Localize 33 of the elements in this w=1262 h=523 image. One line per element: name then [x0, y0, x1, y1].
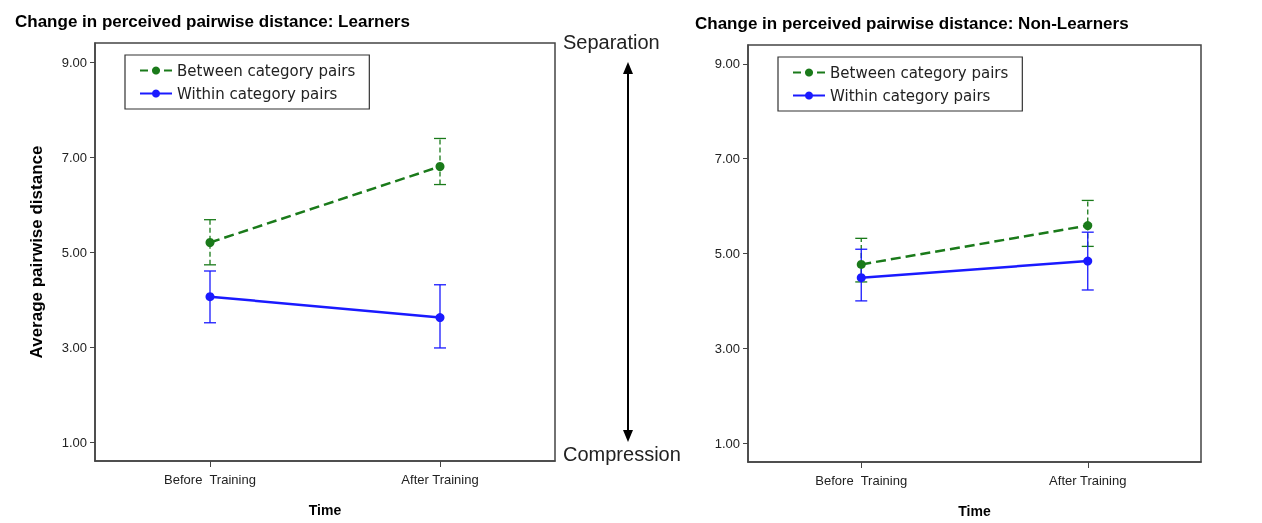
y-tick-label: 7.00 [714, 151, 740, 167]
y-tick-label: 5.00 [714, 246, 740, 261]
point [205, 238, 215, 247]
point [856, 259, 866, 269]
point [435, 162, 445, 171]
y-tick-label: 7.00 [61, 149, 87, 165]
x-tick-label: Before Training [164, 472, 256, 487]
point [856, 273, 866, 283]
point [1083, 221, 1093, 231]
x-axis-title: Time [308, 502, 342, 518]
y-tick-label: 9.00 [714, 56, 740, 72]
point [435, 313, 445, 323]
chart-title: Change in perceived pairwise distance: Non-Learners [695, 14, 1129, 33]
y-axis-title: Average pairwise distance [27, 145, 46, 359]
x-tick-label: After Training [401, 472, 479, 487]
y-tick-label: 3.00 [714, 340, 740, 356]
legend-label: Between category pairs [177, 61, 356, 80]
x-tick-label: Before Training [815, 473, 908, 488]
text: Compression [563, 443, 681, 465]
point [1083, 256, 1093, 266]
legend-label: Between category pairs [830, 63, 1009, 82]
x-tick-label: After Training [1049, 473, 1127, 488]
legend-label: Within category pairs [830, 86, 991, 105]
y-tick-label: 9.00 [61, 54, 87, 70]
text: Separation [563, 31, 660, 53]
legend-label: Within category pairs [177, 84, 338, 103]
y-tick-label: 3.00 [61, 339, 87, 355]
y-tick-label: 1.00 [61, 434, 87, 450]
chart-title: Change in perceived pairwise distance: Learners [15, 12, 410, 31]
x-axis-title: Time [958, 503, 991, 519]
point [205, 292, 215, 302]
y-tick-label: 1.00 [714, 435, 740, 451]
y-tick-label: 5.00 [61, 244, 87, 260]
